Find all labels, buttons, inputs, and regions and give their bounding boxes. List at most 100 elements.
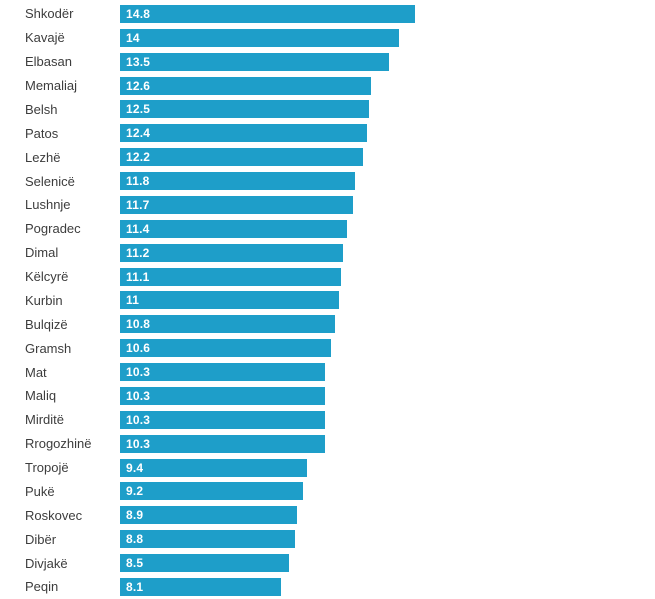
bar-track: 14 bbox=[120, 26, 655, 50]
chart-row: Bulqizë 10.8 bbox=[0, 312, 655, 336]
bar-track: 8.1 bbox=[120, 575, 655, 599]
bar-value-label: 14 bbox=[126, 30, 140, 45]
chart-row: Rrogozhinë 10.3 bbox=[0, 432, 655, 456]
bar[interactable]: 11 bbox=[120, 291, 340, 310]
chart-row: Elbasan 13.5 bbox=[0, 50, 655, 74]
bar-value-label: 9.4 bbox=[126, 460, 144, 475]
category-label: Belsh bbox=[25, 101, 58, 117]
bar-value-label: 8.5 bbox=[126, 556, 144, 571]
bar-value-label: 12.2 bbox=[126, 150, 151, 165]
chart-row: Shkodër 14.8 bbox=[0, 2, 655, 26]
bar-track: 11 bbox=[120, 289, 655, 313]
bar[interactable]: 10.3 bbox=[120, 434, 326, 453]
bar-track: 12.4 bbox=[120, 121, 655, 145]
bar[interactable]: 8.1 bbox=[120, 577, 282, 596]
chart-row: Divjakë 8.5 bbox=[0, 551, 655, 575]
bar[interactable]: 12.2 bbox=[120, 148, 364, 167]
category-label: Gramsh bbox=[25, 340, 72, 356]
bar[interactable]: 12.5 bbox=[120, 100, 370, 119]
category-label: Memaliaj bbox=[25, 78, 78, 94]
category-label: Lushnje bbox=[25, 197, 71, 213]
bar-value-label: 11.2 bbox=[126, 245, 150, 260]
bar-value-label: 10.3 bbox=[126, 388, 151, 403]
bar[interactable]: 11.2 bbox=[120, 243, 344, 262]
bar-value-label: 8.9 bbox=[126, 508, 144, 523]
bar-value-label: 10.6 bbox=[126, 341, 151, 356]
bar-track: 12.2 bbox=[120, 145, 655, 169]
category-label: Shkodër bbox=[25, 6, 74, 22]
chart-row: Belsh 12.5 bbox=[0, 98, 655, 122]
bar-track: 13.5 bbox=[120, 50, 655, 74]
bar-track: 11.1 bbox=[120, 265, 655, 289]
category-label: Roskovec bbox=[25, 507, 83, 523]
chart-row: Tropojë 9.4 bbox=[0, 456, 655, 480]
category-label: Pukë bbox=[25, 483, 55, 499]
category-label: Kavajë bbox=[25, 30, 65, 46]
category-label: Rrogozhinë bbox=[25, 436, 92, 452]
bar[interactable]: 10.3 bbox=[120, 363, 326, 382]
bar[interactable]: 12.6 bbox=[120, 76, 372, 95]
bar-value-label: 8.1 bbox=[126, 579, 144, 594]
bar[interactable]: 10.3 bbox=[120, 410, 326, 429]
category-label: Dimal bbox=[25, 245, 59, 261]
bar-track: 8.8 bbox=[120, 527, 655, 551]
bar-track: 11.7 bbox=[120, 193, 655, 217]
bar-value-label: 12.4 bbox=[126, 126, 151, 141]
category-label: Mirditë bbox=[25, 412, 65, 428]
bar[interactable]: 8.8 bbox=[120, 530, 296, 549]
category-label: Lezhë bbox=[25, 149, 61, 165]
bar-track: 11.2 bbox=[120, 241, 655, 265]
bar[interactable]: 12.4 bbox=[120, 124, 368, 143]
chart-row: Gramsh 10.6 bbox=[0, 336, 655, 360]
category-label: Kurbin bbox=[25, 292, 63, 308]
chart-row: Peqin 8.1 bbox=[0, 575, 655, 599]
chart-row: Pukë 9.2 bbox=[0, 480, 655, 504]
category-label: Maliq bbox=[25, 388, 57, 404]
bar[interactable]: 11.7 bbox=[120, 195, 354, 214]
bar[interactable]: 13.5 bbox=[120, 52, 390, 71]
bar[interactable]: 8.5 bbox=[120, 554, 290, 573]
bar-track: 12.6 bbox=[120, 74, 655, 98]
chart-row: Roskovec 8.9 bbox=[0, 503, 655, 527]
bar[interactable]: 9.4 bbox=[120, 458, 308, 477]
chart-row: Patos 12.4 bbox=[0, 121, 655, 145]
chart-row: Dibër 8.8 bbox=[0, 527, 655, 551]
bar-value-label: 14.8 bbox=[126, 6, 151, 21]
category-label: Pogradec bbox=[25, 221, 81, 237]
bar[interactable]: 11.1 bbox=[120, 267, 342, 286]
bar-track: 11.8 bbox=[120, 169, 655, 193]
bar[interactable]: 10.3 bbox=[120, 386, 326, 405]
bar-track: 8.9 bbox=[120, 503, 655, 527]
bar-value-label: 12.6 bbox=[126, 78, 151, 93]
chart-row: Mat 10.3 bbox=[0, 360, 655, 384]
bar-value-label: 11 bbox=[126, 293, 140, 308]
chart-row: Selenicë 11.8 bbox=[0, 169, 655, 193]
bar-value-label: 9.2 bbox=[126, 484, 144, 499]
category-label: Peqin bbox=[25, 579, 59, 595]
bar[interactable]: 8.9 bbox=[120, 506, 298, 525]
chart-row: Kurbin 11 bbox=[0, 289, 655, 313]
category-label: Këlcyrë bbox=[25, 269, 69, 285]
bar-value-label: 8.8 bbox=[126, 532, 144, 547]
chart-row: Lezhë 12.2 bbox=[0, 145, 655, 169]
chart-row: Këlcyrë 11.1 bbox=[0, 265, 655, 289]
chart-row: Kavajë 14 bbox=[0, 26, 655, 50]
bar[interactable]: 11.4 bbox=[120, 219, 348, 238]
bar[interactable]: 11.8 bbox=[120, 172, 356, 191]
bar[interactable]: 10.6 bbox=[120, 339, 332, 358]
bar-track: 10.3 bbox=[120, 384, 655, 408]
bar-value-label: 12.5 bbox=[126, 102, 151, 117]
bar-value-label: 10.3 bbox=[126, 436, 151, 451]
category-label: Selenicë bbox=[25, 173, 75, 189]
bar-value-label: 11.4 bbox=[126, 221, 150, 236]
bar[interactable]: 9.2 bbox=[120, 482, 304, 501]
bar[interactable]: 14.8 bbox=[120, 4, 415, 23]
bar-track: 10.3 bbox=[120, 360, 655, 384]
bar-track: 14.8 bbox=[120, 2, 655, 26]
category-label: Patos bbox=[25, 125, 59, 141]
bar[interactable]: 10.8 bbox=[120, 315, 336, 334]
bar-value-label: 13.5 bbox=[126, 54, 151, 69]
bar[interactable]: 14 bbox=[120, 28, 400, 47]
bar-track: 8.5 bbox=[120, 551, 655, 575]
bar-track: 12.5 bbox=[120, 98, 655, 122]
